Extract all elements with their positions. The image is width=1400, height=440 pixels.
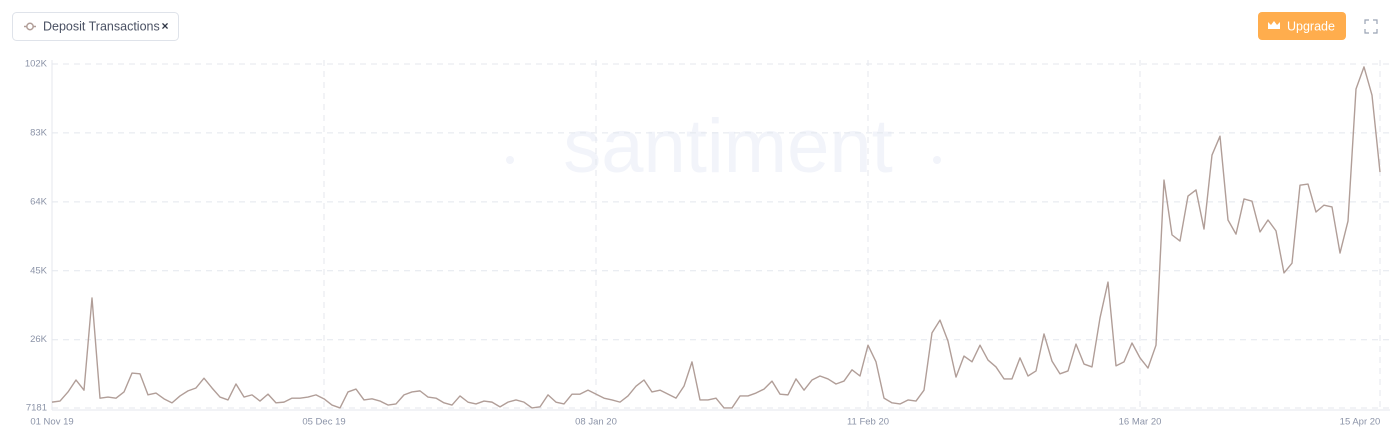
watermark-dot xyxy=(506,156,514,164)
x-tick-label: 11 Feb 20 xyxy=(847,417,889,428)
y-tick-label: 64K xyxy=(30,196,48,207)
series-line xyxy=(51,66,1381,409)
x-tick-label: 16 Mar 20 xyxy=(1119,417,1162,428)
y-tick-label: 83K xyxy=(30,127,48,138)
upgrade-label: Upgrade xyxy=(1287,19,1335,33)
fullscreen-button[interactable] xyxy=(1364,19,1378,34)
remove-button[interactable]: × xyxy=(161,19,168,33)
x-tick-label: 01 Nov 19 xyxy=(30,417,73,428)
x-tick-label: 15 Apr 20 xyxy=(1340,417,1381,428)
legend-label: Deposit Transactions xyxy=(43,19,160,33)
y-tick-label: 102K xyxy=(25,59,48,70)
watermark: santiment xyxy=(563,104,893,189)
y-tick-label: 45K xyxy=(30,265,48,276)
crown-icon xyxy=(1268,21,1280,29)
y-tick-label: 7181 xyxy=(26,403,47,414)
fullscreen-icon[interactable] xyxy=(1364,19,1378,34)
watermark-dot xyxy=(933,156,941,164)
upgrade-box[interactable] xyxy=(1258,12,1346,40)
chip-box[interactable] xyxy=(12,12,179,41)
legend-chip[interactable]: Deposit Transactions × xyxy=(12,12,179,41)
x-tick-label: 05 Dec 19 xyxy=(302,417,345,428)
upgrade-button[interactable]: Upgrade xyxy=(1258,12,1346,40)
y-tick-label: 26K xyxy=(30,334,48,345)
chip-icon xyxy=(26,22,34,31)
x-tick-label: 08 Jan 20 xyxy=(575,417,617,428)
